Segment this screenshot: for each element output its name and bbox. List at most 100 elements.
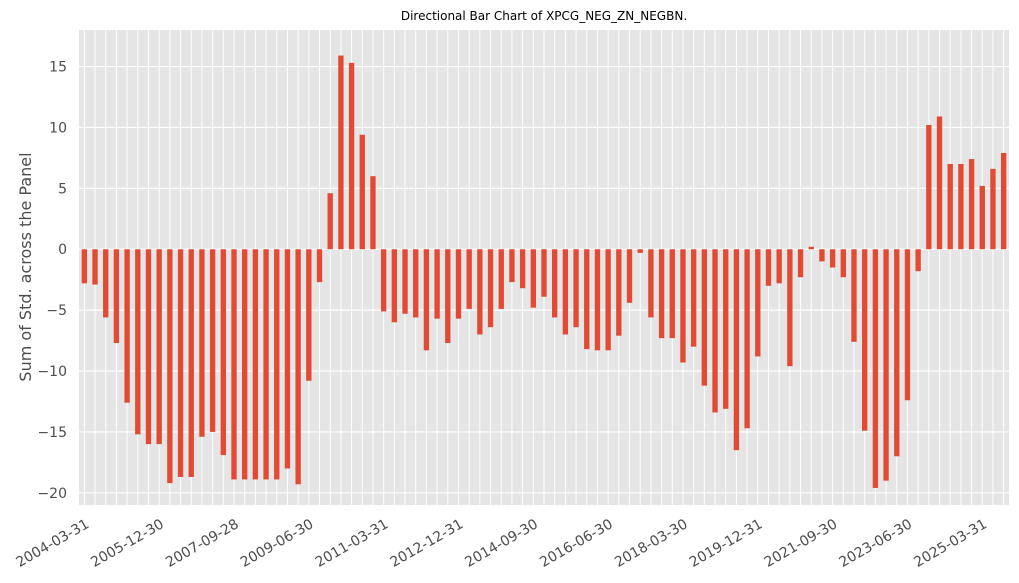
y-axis-label: Sum of Std. across the Panel: [16, 152, 35, 381]
bar: [990, 168, 996, 250]
y-tick-label: −10: [37, 364, 67, 380]
bar: [573, 249, 579, 328]
bar: [872, 249, 879, 488]
bar: [177, 249, 184, 477]
x-tick-labels: 2004-03-312005-12-302007-09-282009-06-30…: [13, 516, 989, 571]
bar: [434, 249, 440, 319]
bar: [648, 249, 654, 318]
bar: [487, 249, 494, 328]
bar: [765, 249, 772, 286]
bar: [445, 249, 451, 344]
bar: [167, 249, 173, 484]
bar: [915, 249, 921, 272]
x-tick-label: 2012-12-31: [388, 516, 466, 571]
bar: [584, 249, 590, 350]
y-tick-label: 5: [58, 181, 67, 197]
bar: [455, 249, 462, 319]
bar: [135, 249, 141, 435]
bar: [894, 249, 900, 457]
x-tick-label: 2016-06-30: [537, 516, 615, 571]
bar: [391, 249, 398, 323]
bar: [380, 249, 387, 312]
y-tick-label: 15: [49, 60, 67, 76]
x-tick-label: 2005-12-30: [88, 516, 166, 571]
bar: [541, 249, 547, 297]
bar: [947, 163, 953, 250]
bar: [231, 249, 237, 480]
x-tick-label: 2019-12-31: [687, 516, 765, 571]
bar: [92, 249, 98, 285]
bar: [402, 249, 408, 314]
x-tick-label: 2004-03-31: [13, 516, 91, 571]
bar: [466, 249, 472, 309]
bar: [509, 249, 515, 283]
bar: [840, 249, 846, 278]
bar: [413, 249, 419, 318]
bar: [284, 249, 291, 469]
bar: [637, 249, 643, 253]
bar: [680, 249, 686, 363]
bar: [712, 249, 718, 413]
x-tick-label: 2011-03-31: [313, 516, 391, 571]
y-tick-label: −5: [46, 303, 67, 319]
bar: [605, 249, 611, 351]
bar: [113, 249, 120, 344]
bar: [979, 185, 985, 250]
bar: [156, 249, 162, 445]
bar: [530, 249, 536, 308]
bar: [1000, 153, 1007, 250]
bar: [776, 249, 782, 284]
bar: [359, 134, 365, 250]
bar: [81, 249, 88, 284]
x-tick-label: 2009-06-30: [238, 516, 316, 571]
x-tick-label: 2021-09-30: [762, 516, 840, 571]
bar: [316, 249, 323, 283]
x-tick-label: 2014-09-30: [462, 516, 540, 571]
bar: [904, 249, 911, 401]
bar: [744, 249, 750, 429]
x-tick-label: 2023-06-30: [837, 516, 915, 571]
bar: [274, 249, 280, 480]
bar: [690, 249, 697, 347]
y-tick-label: −15: [37, 425, 67, 441]
y-tick-labels: −20 −15 −10 −5 0 5 10 15: [37, 60, 67, 502]
bar: [808, 246, 814, 250]
bar: [423, 249, 430, 351]
x-tick-label: 2007-09-28: [163, 516, 241, 571]
bar: [851, 249, 857, 342]
bar: [477, 249, 483, 335]
bar: [220, 249, 226, 456]
bar: [188, 249, 194, 477]
bar: [327, 193, 333, 250]
bar: [936, 116, 943, 250]
bar: [829, 249, 836, 268]
bar: [883, 249, 889, 481]
y-tick-label: 10: [49, 120, 67, 136]
y-tick-label: 0: [58, 242, 67, 258]
bar: [263, 249, 269, 480]
bar: [626, 249, 633, 303]
bar: [862, 249, 868, 431]
bar: [958, 163, 964, 250]
bar: [242, 249, 248, 480]
bar: [968, 159, 975, 250]
bar: [755, 249, 761, 357]
bar: [701, 249, 708, 386]
bar: [338, 55, 344, 250]
bar: [145, 249, 152, 445]
bar: [199, 249, 205, 437]
bar: [616, 249, 622, 336]
bar: [723, 249, 729, 409]
x-tick-label: 2025-03-31: [911, 516, 989, 571]
bar: [787, 249, 793, 367]
bar: [926, 125, 932, 250]
chart-title: Directional Bar Chart of XPCG_NEG_ZN_NEG…: [401, 9, 687, 23]
bar: [669, 249, 675, 339]
bar: [252, 249, 259, 480]
bar: [370, 176, 376, 250]
bar: [552, 249, 558, 318]
bar: [658, 249, 665, 339]
bar: [733, 249, 740, 451]
